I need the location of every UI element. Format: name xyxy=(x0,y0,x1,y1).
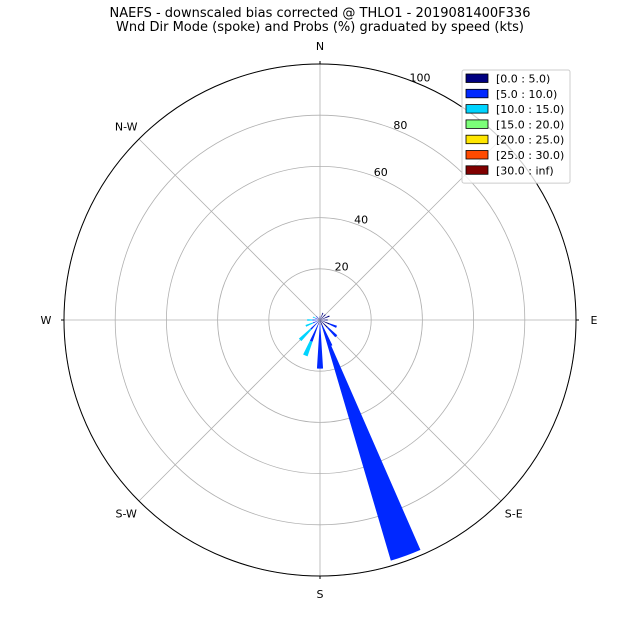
direction-label: N-W xyxy=(115,120,138,133)
windrose-bar-segment xyxy=(321,324,421,561)
legend-label: [10.0 : 15.0) xyxy=(496,103,564,116)
windrose-bar-segment xyxy=(312,316,316,319)
legend-items: [0.0 : 5.0) [5.0 : 10.0) [10.0 : 15.0) [15.… xyxy=(465,73,564,177)
legend-swatch xyxy=(465,104,489,114)
legend: [0.0 : 5.0) [5.0 : 10.0) [10.0 : 15.0) [15.… xyxy=(461,69,571,184)
legend-swatch xyxy=(465,165,489,175)
windrose-bar-segment xyxy=(312,320,318,324)
legend-swatch xyxy=(465,150,489,160)
windrose-bars xyxy=(298,312,421,561)
spoke-gridline xyxy=(319,319,502,502)
legend-swatch xyxy=(465,119,489,129)
windrose-bar-segment xyxy=(316,316,319,319)
windrose-bar-segment xyxy=(318,320,320,322)
windrose-bar-segment xyxy=(307,319,313,321)
windrose-bar-segment xyxy=(320,320,330,325)
windrose-bar-segment xyxy=(318,318,320,320)
radial-tick-labels: 20 40 60 80 100 xyxy=(335,71,431,273)
polar-frame xyxy=(63,63,577,577)
radial-tick-label: 40 xyxy=(354,213,368,226)
legend-label: [0.0 : 5.0) xyxy=(496,73,550,86)
windrose-bar-segment xyxy=(320,312,324,320)
legend-swatch xyxy=(465,73,489,83)
direction-label: E xyxy=(591,314,598,327)
direction-label: W xyxy=(41,314,52,327)
legend-swatch xyxy=(465,134,489,145)
legend-swatch xyxy=(465,88,489,99)
windrose-bar-segment xyxy=(320,320,324,328)
direction-label: S xyxy=(317,588,324,601)
windrose-bar-segment xyxy=(320,320,323,325)
radial-tick-label: 20 xyxy=(335,261,349,274)
direction-labels: N N-W W S-W S S-E E xyxy=(41,40,598,601)
windrose-bar-segment xyxy=(317,320,320,325)
legend-label: [25.0 : 30.0) xyxy=(496,149,564,162)
legend-label: [20.0 : 25.0) xyxy=(496,134,564,147)
windrose-bar-segment xyxy=(303,340,313,357)
legend-frame xyxy=(461,69,571,184)
chart-subtitle: Wnd Dir Mode (spoke) and Probs (%) gradu… xyxy=(116,20,524,35)
radial-tick-label: 80 xyxy=(393,119,407,132)
windrose-bar-segment xyxy=(326,326,338,338)
windrose-bar-segment xyxy=(316,325,324,369)
windrose-bar-segment xyxy=(329,323,337,328)
spoke-gridline xyxy=(138,319,321,502)
spoke-gridline xyxy=(138,138,321,321)
windrose-bar-segment xyxy=(315,317,318,320)
windrose-bar-segment xyxy=(298,328,312,342)
direction-label: S-W xyxy=(116,508,138,521)
windrose-bar-segment xyxy=(310,321,319,330)
chart-title: NAEFS - downscaled bias corrected @ THLO… xyxy=(109,6,531,21)
radial-tick-label: 60 xyxy=(374,166,388,179)
windrose-bar-segment xyxy=(319,320,321,326)
windrose-bar-segment xyxy=(312,319,318,321)
legend-label: [30.0 : inf) xyxy=(496,164,554,177)
windrose-bar-segment xyxy=(317,320,320,322)
windrose-bar-segment xyxy=(320,314,326,320)
windrose-bar-segment xyxy=(318,317,320,320)
radial-tick-label: 100 xyxy=(409,71,430,84)
windrose-bar-segment xyxy=(320,319,328,321)
direction-label: N xyxy=(316,40,324,53)
windrose-bar-segment xyxy=(317,318,320,320)
windrose-bar-segment xyxy=(320,315,330,320)
windrose-bar-segment xyxy=(305,322,314,327)
windrose-bar-segment xyxy=(309,324,319,342)
direction-label: S-E xyxy=(505,508,523,521)
windrose-bar-segment xyxy=(320,320,328,328)
legend-label: [5.0 : 10.0) xyxy=(496,88,557,101)
legend-label: [15.0 : 20.0) xyxy=(496,118,564,131)
